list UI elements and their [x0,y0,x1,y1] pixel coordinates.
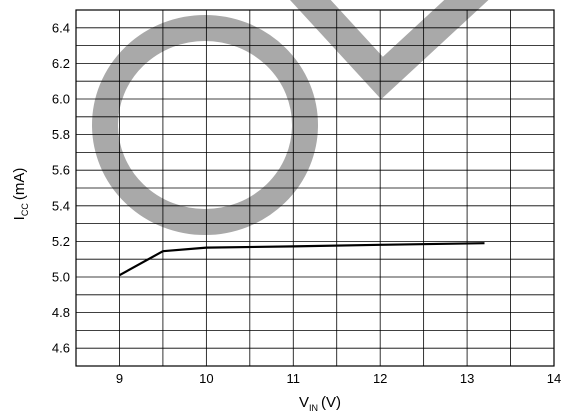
x-tick-label: 12 [373,371,387,386]
y-tick-label: 5.0 [52,270,70,285]
x-tick-label: 11 [287,371,301,386]
x-tick-label: 14 [547,371,561,386]
watermark-checkmark [92,0,489,235]
x-tick-label: 10 [199,371,213,386]
watermark-chevron [290,0,489,100]
watermark-ring [92,15,318,235]
y-tick-label: 4.6 [52,341,70,356]
chart-grid [76,9,554,367]
y-tick-label: 6.2 [52,56,70,71]
x-tick-label: 9 [116,371,123,386]
y-tick-label: 5.4 [52,198,70,213]
y-tick-label: 5.8 [52,127,70,142]
y-tick-label: 6.4 [52,20,70,35]
x-axis-title: VIN (V) [299,394,341,413]
y-tick-label: 5.2 [52,234,70,249]
x-axis-title-unit: (V) [321,394,341,411]
y-axis-title-sub: CC [20,203,30,216]
x-axis-title-sub: IN [309,403,318,413]
y-tick-labels: 4.6 4.8 5.0 5.2 5.4 5.6 5.8 6.0 6.2 6.4 [52,20,70,355]
y-axis-title: ICC (mA) [11,168,30,221]
x-tick-label: 13 [460,371,474,386]
y-tick-label: 6.0 [52,92,70,107]
chart-series [118,242,485,277]
y-axis-title-unit: (mA) [11,168,28,201]
y-axis-title-main: I [11,216,28,220]
x-tick-labels: 9 10 11 12 13 14 [116,371,561,386]
y-tick-label: 4.8 [52,305,70,320]
plot-frame [75,9,555,367]
x-axis-title-main: V [299,394,309,411]
y-tick-label: 5.6 [52,163,70,178]
series-line-1 [118,242,485,277]
